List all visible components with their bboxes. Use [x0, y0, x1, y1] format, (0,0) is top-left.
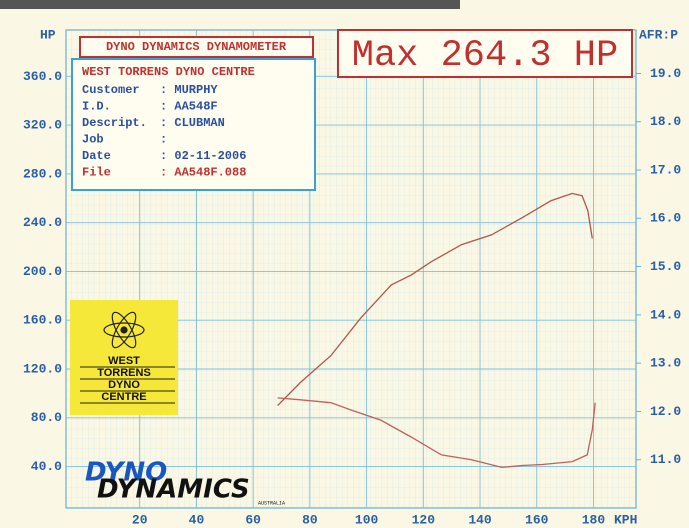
y2-tick-label: 17.0 — [650, 162, 681, 177]
y2-tick-label: 13.0 — [650, 356, 681, 371]
info-value: : 02-11-2006 — [160, 149, 246, 163]
y2-tick-label: 18.0 — [650, 114, 681, 129]
logo-word: DYNO — [108, 379, 140, 391]
x-tick-label: 160 — [525, 512, 549, 527]
y-tick-label: 200.0 — [23, 264, 62, 279]
y-tick-label: 160.0 — [23, 313, 62, 328]
info-key: Job — [82, 133, 104, 147]
logo-word: WEST — [108, 355, 140, 367]
x-tick-label: 20 — [132, 512, 148, 527]
logo-word: TORRENS — [97, 367, 151, 379]
y-tick-label: 280.0 — [23, 166, 62, 181]
info-key: I.D. — [82, 100, 111, 114]
info-key: File — [82, 166, 111, 180]
chart: HP AFR:P KPH DYNO DYNAMICS DYNAMOMETER M… — [0, 0, 689, 528]
info-value: : — [160, 133, 167, 147]
info-heading: WEST TORRENS DYNO CENTRE — [82, 65, 255, 79]
info-key: Customer — [82, 83, 140, 97]
x-tick-label: 40 — [189, 512, 205, 527]
x-tick-label: 60 — [245, 512, 261, 527]
photo-edge — [0, 0, 460, 9]
y2-tick-label: 11.0 — [650, 452, 681, 467]
y2-axis-label: AFR:P — [639, 27, 678, 42]
x-tick-label: 100 — [355, 512, 379, 527]
y2-tick-label: 15.0 — [650, 259, 681, 274]
x-tick-label: 80 — [302, 512, 318, 527]
x-tick-label: 120 — [412, 512, 436, 527]
chart-title: DYNO DYNAMICS DYNAMOMETER — [106, 40, 287, 54]
y-axis-label: HP — [40, 27, 56, 42]
brand-dynamics: DYNAMICS — [97, 475, 250, 505]
y-tick-label: 120.0 — [23, 361, 62, 376]
y-tick-label: 40.0 — [31, 459, 62, 474]
y2-tick-label: 16.0 — [650, 211, 681, 226]
y2-tick-label: 12.0 — [650, 404, 681, 419]
brand-country: AUSTRALIA — [258, 500, 285, 506]
y-tick-label: 320.0 — [23, 118, 62, 133]
info-value: : CLUBMAN — [160, 116, 225, 130]
page: {"chart_data": { "type": "line", "title"… — [0, 0, 689, 528]
info-value: : MURPHY — [160, 83, 218, 97]
info-key: Descript. — [82, 116, 147, 130]
x-axis-label: KPH — [614, 512, 637, 527]
y2-tick-label: 19.0 — [650, 66, 681, 81]
max-label: Max 264.3 HP — [352, 35, 618, 77]
logo-word: CENTRE — [101, 391, 146, 403]
y2-tick-label: 14.0 — [650, 307, 681, 322]
y-tick-label: 240.0 — [23, 215, 62, 230]
info-key: Date — [82, 149, 111, 163]
x-tick-label: 140 — [468, 512, 492, 527]
x-tick-label: 180 — [582, 512, 606, 527]
y-tick-label: 360.0 — [23, 69, 62, 84]
info-value: : AA548F — [160, 100, 218, 114]
y-tick-label: 80.0 — [31, 410, 62, 425]
info-value: : AA548F.088 — [160, 166, 246, 180]
